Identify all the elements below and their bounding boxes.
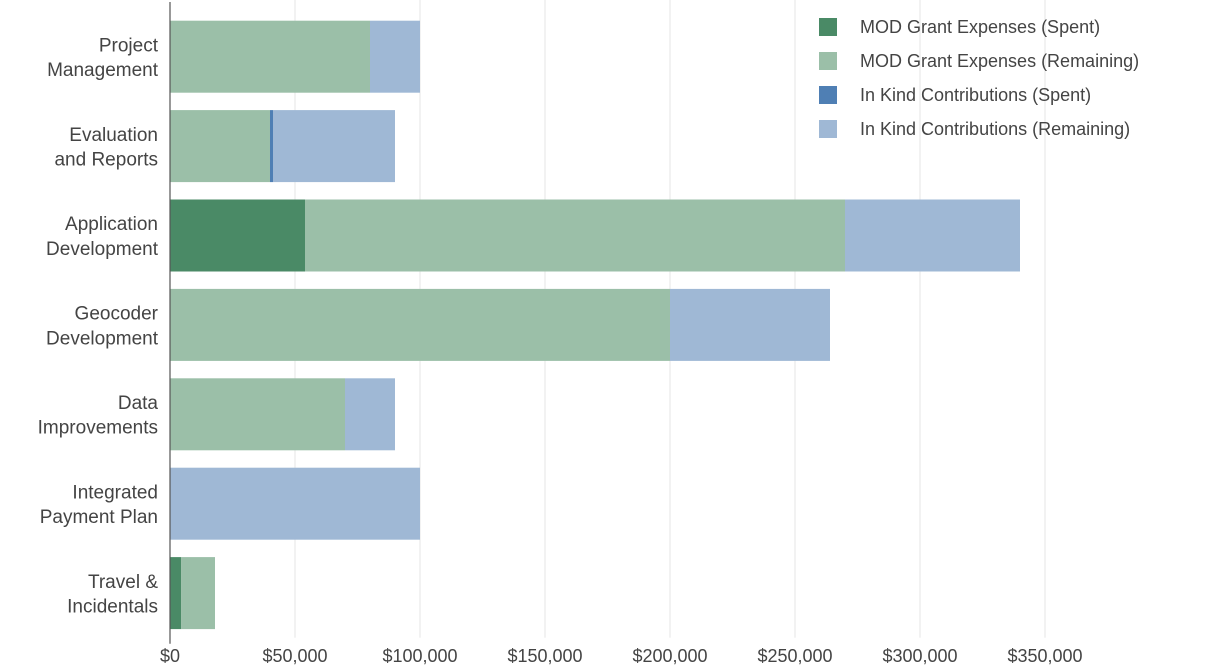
bar-segment[interactable]: [170, 20, 370, 93]
bar-segment[interactable]: [170, 110, 270, 183]
legend: MOD Grant Expenses (Spent) MOD Grant Expe…: [819, 17, 1139, 139]
category-label-line: Travel &: [88, 572, 158, 593]
category-label: Travel & Incidentals: [67, 572, 158, 618]
bar-segment[interactable]: [845, 199, 1020, 272]
category-label-line: and Reports: [54, 150, 158, 171]
x-tick-label: $50,000: [262, 646, 327, 666]
category-label-line: Evaluation: [69, 125, 158, 146]
bar-segment[interactable]: [345, 378, 395, 451]
x-tick-label: $350,000: [1007, 646, 1082, 666]
x-tick-label: $150,000: [507, 646, 582, 666]
bar-segment[interactable]: [170, 288, 670, 361]
bar-segment[interactable]: [670, 288, 830, 361]
category-label-line: Incidentals: [67, 597, 158, 618]
category-label-line: Integrated: [72, 482, 158, 503]
legend-label: In Kind Contributions (Spent): [860, 85, 1091, 105]
category-label: Project Management: [47, 35, 159, 81]
x-tick-label: $0: [160, 646, 180, 666]
legend-label: MOD Grant Expenses (Remaining): [860, 51, 1139, 71]
category-label: Integrated Payment Plan: [40, 482, 158, 528]
bar-segment[interactable]: [170, 467, 420, 540]
x-tick-label: $200,000: [632, 646, 707, 666]
bar-segment[interactable]: [370, 20, 420, 93]
bar-segment[interactable]: [181, 557, 215, 630]
category-label-line: Development: [46, 328, 159, 349]
category-label-line: Geocoder: [75, 304, 159, 325]
legend-item[interactable]: MOD Grant Expenses (Remaining): [819, 51, 1139, 71]
legend-swatch: [819, 18, 837, 36]
category-label-line: Development: [46, 239, 159, 260]
category-label-line: Management: [47, 60, 159, 81]
bar-segment[interactable]: [305, 199, 845, 272]
legend-item[interactable]: MOD Grant Expenses (Spent): [819, 17, 1100, 37]
category-labels: Project Management Evaluation and Reports Ap…: [38, 35, 159, 617]
tick-labels: $0 $50,000 $100,000 $150,000 $200,000 $250,00…: [160, 646, 1083, 666]
category-label: Geocoder Development: [46, 304, 159, 350]
bar-segment[interactable]: [270, 110, 273, 183]
category-label: Evaluation and Reports: [54, 125, 158, 171]
legend-item[interactable]: In Kind Contributions (Spent): [819, 85, 1091, 105]
legend-swatch: [819, 120, 837, 138]
x-tick-label: $250,000: [757, 646, 832, 666]
x-tick-label: $300,000: [882, 646, 957, 666]
bars: [170, 20, 1020, 630]
bar-segment[interactable]: [170, 378, 345, 451]
legend-swatch: [819, 86, 837, 104]
x-tick-label: $100,000: [382, 646, 457, 666]
bar-segment[interactable]: [170, 199, 305, 272]
category-label: Application Development: [46, 214, 159, 260]
legend-label: In Kind Contributions (Remaining): [860, 119, 1130, 139]
category-label-line: Payment Plan: [40, 507, 158, 528]
legend-swatch: [819, 52, 837, 70]
category-label-line: Application: [65, 214, 158, 235]
category-label-line: Project: [99, 35, 159, 56]
bar-segment[interactable]: [273, 110, 395, 183]
category-label-line: Data: [118, 393, 159, 414]
legend-label: MOD Grant Expenses (Spent): [860, 17, 1100, 37]
category-label-line: Improvements: [38, 418, 158, 439]
legend-item[interactable]: In Kind Contributions (Remaining): [819, 119, 1130, 139]
category-label: Data Improvements: [38, 393, 159, 439]
bar-segment[interactable]: [170, 557, 182, 630]
